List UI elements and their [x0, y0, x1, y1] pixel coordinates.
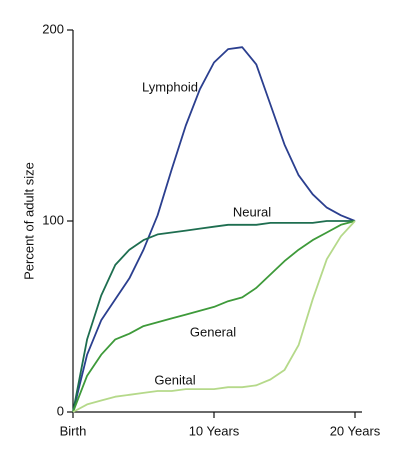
series-label: Genital: [154, 372, 195, 387]
y-axis-label: Percent of adult size: [21, 162, 36, 280]
x-tick-label: 10 Years: [189, 423, 240, 438]
series-label: General: [190, 324, 236, 339]
x-tick-label: 20 Years: [330, 423, 381, 438]
x-tick-label: Birth: [60, 423, 87, 438]
series-line: [72, 220, 356, 413]
y-tick-label: 200: [42, 21, 64, 36]
series-label: Lymphoid: [142, 79, 198, 94]
series-line: [72, 220, 355, 413]
series-label: Neural: [233, 204, 271, 219]
series-line: [72, 220, 356, 413]
y-tick-label: 100: [42, 212, 64, 227]
y-tick-label: 0: [57, 403, 64, 418]
series-line: [72, 46, 356, 413]
